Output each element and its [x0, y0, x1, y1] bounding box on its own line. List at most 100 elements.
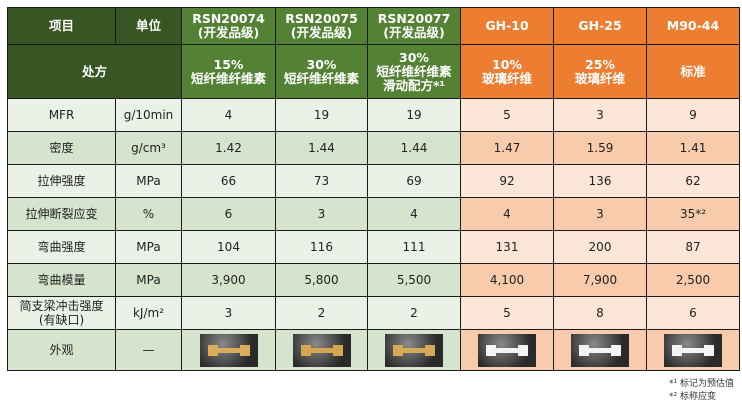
row-unit: —	[115, 329, 182, 371]
value-cell: 1.59	[553, 131, 647, 165]
row-label: MFR	[7, 98, 116, 132]
value-cell: 2	[275, 296, 368, 330]
value-cell: 2	[367, 296, 461, 330]
value-cell: 131	[460, 230, 554, 264]
table-row: 密度 g/cm³ 1.42 1.44 1.44 1.47 1.59 1.41	[7, 131, 740, 165]
row-label: 弯曲强度	[7, 230, 116, 264]
formula-cell: 30% 短纤维纤维素 滑动配方*¹	[367, 44, 461, 99]
value-cell: 6	[646, 296, 740, 330]
value-cell: 69	[367, 164, 461, 198]
value-cell: 5	[460, 98, 554, 132]
value-cell: 87	[646, 230, 740, 264]
header-product: GH-10	[460, 7, 554, 45]
header-item: 项目	[7, 7, 116, 45]
value-cell: 4,100	[460, 263, 554, 297]
value-cell: 200	[553, 230, 647, 264]
value-cell: 73	[275, 164, 368, 198]
comparison-table: 项目 单位 RSN20074 (开发品级) RSN20075 (开发品级) RSN2…	[7, 7, 740, 371]
value-cell: 3	[181, 296, 276, 330]
value-cell: 1.41	[646, 131, 740, 165]
specimen-photo	[664, 333, 722, 367]
header-product: M90-44	[646, 7, 740, 45]
value-cell: 62	[646, 164, 740, 198]
row-unit: g/cm³	[115, 131, 182, 165]
row-label: 简支梁冲击强度 (有缺口)	[7, 296, 116, 330]
row-unit: kJ/m²	[115, 296, 182, 330]
value-cell: 3	[553, 98, 647, 132]
row-unit: MPa	[115, 230, 182, 264]
appearance-row: 外观 —	[7, 329, 740, 371]
row-unit: g/10min	[115, 98, 182, 132]
specimen-bar	[393, 344, 435, 356]
value-cell: 1.44	[367, 131, 461, 165]
footnote: *² 标称应变	[669, 392, 716, 402]
formula-row: 处方 15% 短纤维纤维素 30% 短纤维纤维素 30% 短纤维纤维素 滑动配方*¹ 1…	[7, 44, 740, 99]
appearance-cell	[275, 329, 368, 371]
value-cell: 1.42	[181, 131, 276, 165]
appearance-cell	[460, 329, 554, 371]
value-cell: 7,900	[553, 263, 647, 297]
header-product: RSN20077 (开发品级)	[367, 7, 461, 45]
footnotes: *¹ 标记为预估值 *² 标称应变	[669, 378, 734, 404]
value-cell: 5	[460, 296, 554, 330]
value-cell: 66	[181, 164, 276, 198]
table-row: 拉伸断裂应变% 6 3 4 4 3 35*²	[7, 197, 740, 231]
appearance-cell	[646, 329, 740, 371]
value-cell: 5,800	[275, 263, 368, 297]
value-cell: 8	[553, 296, 647, 330]
value-cell: 3	[275, 197, 368, 231]
formula-cell: 25% 玻璃纤维	[553, 44, 647, 99]
specimen-photo	[478, 333, 536, 367]
appearance-cell	[553, 329, 647, 371]
value-cell: 1.47	[460, 131, 554, 165]
formula-cell: 30% 短纤维纤维素	[275, 44, 368, 99]
specimen-bar	[207, 344, 250, 356]
formula-label: 处方	[7, 44, 182, 99]
value-cell: 136	[553, 164, 647, 198]
value-cell: 104	[181, 230, 276, 264]
header-product: GH-25	[553, 7, 647, 45]
specimen-bar	[579, 344, 621, 356]
table-row: MFR g/10min 4 19 19 5 3 9	[7, 98, 740, 132]
value-cell: 116	[275, 230, 368, 264]
row-unit: MPa	[115, 164, 182, 198]
formula-cell: 10% 玻璃纤维	[460, 44, 554, 99]
row-label: 密度	[7, 131, 116, 165]
table-row: 拉伸强度 MPa 66 73 69 92 136 62	[7, 164, 740, 198]
header-product: RSN20074 (开发品级)	[181, 7, 276, 45]
row-label: 弯曲模量	[7, 263, 116, 297]
header-product: RSN20075 (开发品级)	[275, 7, 368, 45]
specimen-photo	[199, 333, 258, 367]
row-unit: MPa	[115, 263, 182, 297]
value-cell: 4	[367, 197, 461, 231]
row-label: 拉伸强度	[7, 164, 116, 198]
specimen-photo	[385, 333, 443, 367]
row-label: 外观	[7, 329, 116, 371]
value-cell: 19	[275, 98, 368, 132]
specimen-bar	[300, 344, 343, 356]
specimen-bar	[486, 344, 528, 356]
row-unit: %	[115, 197, 182, 231]
value-cell: 3	[553, 197, 647, 231]
value-cell: 35*²	[646, 197, 740, 231]
value-cell: 5,500	[367, 263, 461, 297]
row-label: 拉伸断裂应变	[7, 197, 116, 231]
value-cell: 4	[460, 197, 554, 231]
table-row: 弯曲强度 MPa 104 116 111 131 200 87	[7, 230, 740, 264]
value-cell: 6	[181, 197, 276, 231]
specimen-photo	[571, 333, 629, 367]
header-row: 项目 单位 RSN20074 (开发品级) RSN20075 (开发品级) RSN2…	[7, 7, 740, 45]
appearance-cell	[181, 329, 276, 371]
table-row: 弯曲模量 MPa 3,900 5,800 5,500 4,100 7,900 2,500	[7, 263, 740, 297]
footnote: *¹ 标记为预估值	[669, 379, 734, 389]
appearance-cell	[367, 329, 461, 371]
value-cell: 1.44	[275, 131, 368, 165]
value-cell: 4	[181, 98, 276, 132]
value-cell: 92	[460, 164, 554, 198]
specimen-photo	[292, 333, 351, 367]
value-cell: 9	[646, 98, 740, 132]
header-unit: 单位	[115, 7, 182, 45]
value-cell: 2,500	[646, 263, 740, 297]
value-cell: 111	[367, 230, 461, 264]
value-cell: 3,900	[181, 263, 276, 297]
